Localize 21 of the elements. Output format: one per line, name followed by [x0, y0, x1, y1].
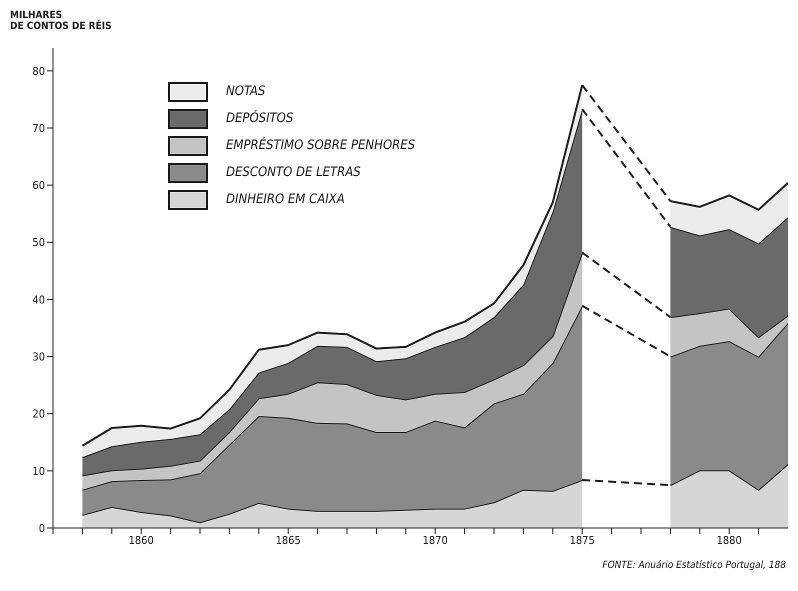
y-tick-label: 10: [32, 464, 45, 478]
y-tick-label: 0: [38, 522, 45, 535]
y-tick-label: 60: [32, 179, 45, 192]
y-tick-label: 80: [32, 64, 45, 78]
y-tick-label: 40: [32, 293, 45, 306]
legend-label: DEPÓSITOS: [226, 111, 294, 126]
x-tick-label: 1870: [422, 534, 448, 547]
x-tick-label: 1880: [716, 534, 742, 547]
y-axis-title: MILHARES DE CONTOS DE RÉIS: [10, 10, 112, 32]
y-tick-label: 70: [32, 122, 45, 135]
x-tick-label: 1875: [570, 534, 595, 547]
y-tick-label: 30: [32, 350, 45, 364]
x-tick-label: 1865: [276, 534, 301, 547]
legend-label: DINHEIRO EM CAIXA: [226, 192, 345, 207]
x-tick-label: 1860: [128, 534, 154, 547]
source-note: FONTE: Anuário Estatístico Portugal, 188: [602, 560, 786, 571]
legend-label: NOTAS: [226, 84, 266, 99]
legend-label: DESCONTO DE LETRAS: [226, 165, 361, 180]
y-tick-label: 50: [32, 236, 45, 250]
y-tick-label: 20: [32, 408, 45, 421]
legend-label: EMPRÉSTIMO SOBRE PENHORES: [226, 138, 416, 153]
